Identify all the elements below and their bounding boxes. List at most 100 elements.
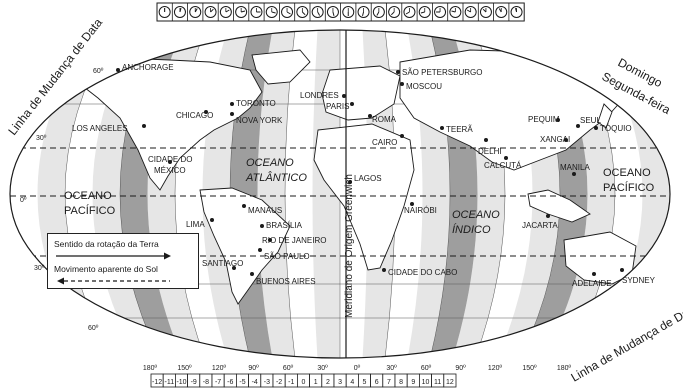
- legend-sun-label: Movimento aparente do Sol: [54, 264, 158, 274]
- city-dot: [230, 112, 234, 116]
- longitude-label: 60º: [283, 365, 294, 372]
- city-dot: [350, 102, 354, 106]
- city-label-cidade-mexico-2: MÉXICO: [154, 166, 186, 175]
- city-dot: [594, 126, 598, 130]
- city-label-brasilia: BRASÍLIA: [266, 221, 303, 230]
- city-dot: [382, 268, 386, 272]
- clock-hand: [286, 11, 291, 15]
- city-label-sao-petersburgo: SÃO PETERSBURGO: [402, 68, 482, 77]
- clock-hand: [225, 9, 230, 13]
- city-dot: [556, 118, 560, 122]
- time-zone-label: 9: [411, 379, 415, 386]
- city-dot: [440, 126, 444, 130]
- time-zone-cell: [443, 373, 457, 388]
- clock-hand: [301, 11, 306, 16]
- city-label-santiago: SANTIAGO: [202, 259, 243, 268]
- city-dot: [232, 266, 236, 270]
- city-label-anchorage: ANCHORAGE: [122, 63, 174, 72]
- time-zone-label: 5: [363, 379, 367, 386]
- time-zone-label: -1: [288, 379, 294, 386]
- city-label-cairo: CAIRO: [372, 138, 397, 147]
- city-dot: [116, 68, 120, 72]
- ocean-pacifico-west-line2: PACÍFICO: [64, 204, 116, 217]
- city-dot: [400, 82, 404, 86]
- city-label-cidade-mexico-1: CIDADE DO: [148, 155, 192, 164]
- clock-hand: [482, 8, 487, 13]
- clock-hand: [362, 11, 365, 16]
- greenwich-meridian-label: Meridiano de Origem Greenwich: [344, 174, 355, 318]
- city-label-lima: LIMA: [186, 220, 205, 229]
- city-label-xangai: XANGAI: [540, 135, 570, 144]
- city-label-sao-paulo: SÃO PAULO: [264, 252, 310, 261]
- city-label-chicago: CHICAGO: [176, 111, 213, 120]
- longitude-label: 30º: [317, 365, 328, 372]
- city-dot: [396, 70, 400, 74]
- ocean-atlantico-line2: ATLÂNTICO: [245, 171, 307, 184]
- time-zone-label: 6: [375, 379, 379, 386]
- city-label-nairobi: NAIRÓBI: [404, 206, 437, 215]
- city-label-lagos: LAGOS: [354, 174, 382, 183]
- date-line-right-label: Linha de Mudança de Data: [569, 300, 683, 384]
- japan: [597, 103, 613, 129]
- city-dot: [564, 138, 568, 142]
- clock-hand: [317, 11, 321, 16]
- city-label-roma: ROMA: [372, 115, 397, 124]
- time-zone-label: 8: [399, 379, 403, 386]
- city-label-sydney: SYDNEY: [622, 276, 656, 285]
- longitude-label: 150º: [177, 365, 192, 372]
- city-dot: [504, 156, 508, 160]
- city-dot: [348, 180, 352, 184]
- city-dot: [546, 214, 550, 218]
- longitude-labels: 180º 150º 120º 90º 60º 30º 0º 30º 60º 90º 120º 150º…: [143, 365, 572, 372]
- city-dot: [592, 272, 596, 276]
- time-zone-label: 4: [350, 379, 354, 386]
- city-label-paris: PARIS: [326, 102, 349, 111]
- city-dot: [484, 138, 488, 142]
- time-zone-label: 10: [422, 379, 430, 386]
- lat-60n-label: 60º: [93, 68, 104, 75]
- city-label-los-angeles: LOS ANGELES: [72, 124, 128, 133]
- city-label-seul: SEUL: [580, 116, 601, 125]
- ocean-pacifico-west-line1: OCEANO: [64, 190, 112, 202]
- legend-sun-arrow: [57, 277, 170, 285]
- clock-hand: [405, 11, 410, 15]
- time-zone-label: 11: [434, 379, 441, 386]
- city-dot: [342, 94, 346, 98]
- city-label-nova-york: NOVA YORK: [236, 116, 283, 125]
- time-zone-label: 7: [387, 379, 391, 386]
- legend: Sentido da rotação da Terra Movimento ap…: [47, 233, 199, 289]
- clock-hand: [420, 11, 425, 14]
- city-label-jacarta: JACARTA: [522, 221, 558, 230]
- city-label-buenos-aires: BUENOS AIRES: [256, 277, 316, 286]
- city-label-delhi: DELHI: [478, 147, 502, 156]
- cities: ANCHORAGE CHICAGO TORONTO NOVA YORK LOS ANGE…: [72, 63, 656, 288]
- africa: [313, 123, 415, 271]
- city-label-cidade-do-cabo: CIDADE DO CABO: [388, 268, 457, 277]
- time-zone-band: [285, 30, 318, 358]
- clock-hand: [241, 10, 246, 13]
- ocean-indico-line1: OCEANO: [452, 209, 500, 221]
- city-label-teera: TEERÃ: [446, 125, 473, 134]
- greenland: [251, 49, 311, 85]
- south-america: [199, 187, 291, 305]
- city-dot: [368, 114, 372, 118]
- ocean-atlantico-line1: OCEANO: [246, 157, 294, 169]
- clock-hand: [376, 11, 380, 16]
- city-dot: [620, 268, 624, 272]
- longitude-label: 120º: [488, 365, 503, 372]
- city-dot: [576, 124, 580, 128]
- city-label-moscou: MOSCOU: [406, 82, 442, 91]
- time-zone-label: 0: [302, 379, 306, 386]
- clock-hand: [332, 11, 335, 16]
- longitude-label: 150º: [522, 365, 537, 372]
- time-zone-strip: -12 -11 -10 -9 -8 -7 -6 -5 -4 -3 -2 -1 0 1 2 3 4 5 6 7 8 9 10 1…: [150, 373, 457, 388]
- longitude-label: 180º: [143, 365, 158, 372]
- longitude-label: 30º: [386, 365, 397, 372]
- ocean-indico-line2: ÍNDICO: [452, 223, 491, 236]
- city-label-adelaide: ADELAIDE: [572, 279, 612, 288]
- city-label-toquio: TÓQUIO: [600, 124, 632, 133]
- longitude-label: 90º: [248, 365, 259, 372]
- time-zone-label: -4: [252, 379, 258, 386]
- clock-hand: [210, 8, 214, 13]
